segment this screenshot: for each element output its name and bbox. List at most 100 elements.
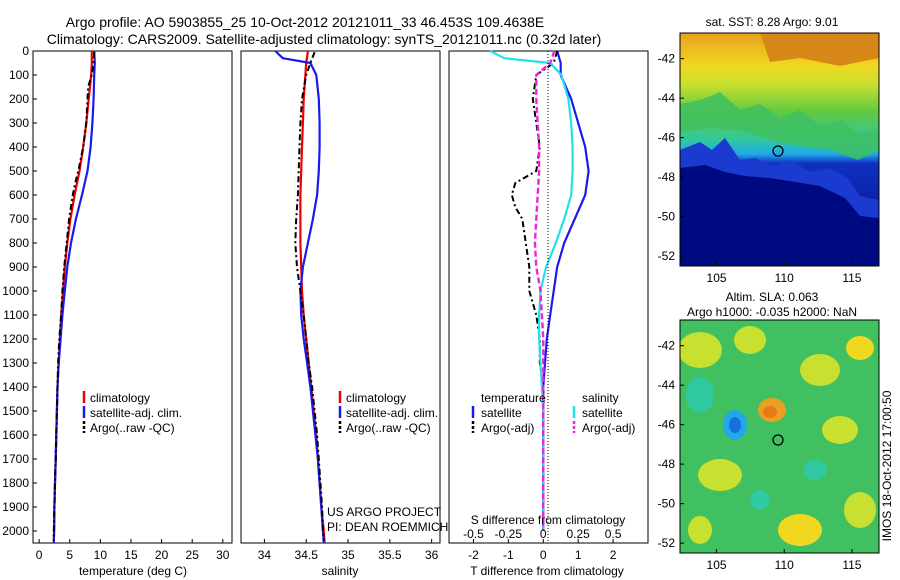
sla-map-title-1: Altim. SLA: 0.063 (726, 290, 819, 304)
x-tick-label: 1 (575, 548, 582, 562)
depth-tick-label: 1000 (2, 284, 29, 298)
top-tick-label: 0.25 (566, 527, 590, 541)
series-line-salinity-argo-adj (533, 50, 556, 531)
lon-tick-label: 110 (775, 558, 794, 572)
legend-climatology: climatology (346, 391, 406, 405)
lon-tick-label: 105 (707, 271, 727, 285)
legend-temperature-heading: temperature (481, 391, 546, 405)
lat-tick-label: -52 (658, 249, 676, 263)
temperature-panel-frame (32, 50, 233, 544)
depth-tick-label: 100 (9, 68, 29, 82)
series-line-argo-raw-qc (52, 52, 96, 541)
lon-tick-label: 115 (842, 271, 861, 285)
x-tick-label: 36 (425, 548, 439, 562)
depth-tick-label: 300 (9, 116, 29, 130)
salinity-legend: climatology satellite-adj. clim. Argo(..… (338, 391, 438, 435)
series-line-satellite-adj-clim (274, 50, 325, 544)
depth-tick-label: 200 (9, 92, 29, 106)
argo-location-marker (772, 145, 784, 157)
depth-axis: 0 100 200 300 400 500 600 700 800 900 1000 1100 1200… (2, 44, 37, 538)
depth-tick-label: 1400 (2, 380, 29, 394)
x-tick-label: 30 (216, 548, 230, 562)
legend-satellite-clim: satellite-adj. clim. (346, 406, 438, 420)
lat-tick-label: -42 (658, 339, 676, 353)
x-tick-label: 0 (36, 548, 43, 562)
x-tick-label: 34.5 (295, 548, 319, 562)
lon-tick-label: 110 (775, 271, 794, 285)
sst-map (680, 33, 879, 266)
figure-title-line-1: Argo profile: AO 5903855_25 10-Oct-2012 … (66, 14, 544, 30)
depth-tick-label: 2000 (2, 524, 29, 538)
x-tick-label: -1 (503, 548, 514, 562)
difference-plot: -2 -1 0 1 2 -0.5 -0.25 0 0.25 0.5 (463, 50, 622, 562)
salinity-xlabel: salinity (322, 564, 359, 578)
lat-tick-label: -44 (658, 91, 676, 105)
legend-sal-argo: Argo(-adj) (582, 421, 635, 435)
lat-tick-label: -50 (658, 497, 676, 511)
difference-xlabel: T difference from climatology (470, 564, 624, 578)
lat-tick-label: -50 (658, 210, 676, 224)
temperature-legend: climatology satellite-adj. clim. Argo(..… (82, 391, 182, 435)
depth-tick-label: 800 (9, 236, 29, 250)
depth-tick-label: 500 (9, 164, 29, 178)
legend-sal-satellite: satellite (582, 406, 623, 420)
legend-argo-raw: Argo(..raw -QC) (90, 421, 175, 435)
pi-credit: PI: DEAN ROEMMICH (327, 520, 448, 534)
top-tick-label: 0.5 (605, 527, 622, 541)
x-tick-label: 15 (124, 548, 138, 562)
depth-tick-label: 700 (9, 212, 29, 226)
x-tick-label: 35 (341, 548, 355, 562)
series-line-argo-raw-qc (294, 51, 325, 541)
x-tick-label: 25 (186, 548, 200, 562)
difference-xlabel-top: S difference from climatology (471, 513, 626, 527)
depth-tick-label: 1300 (2, 356, 29, 370)
sla-map-frame (679, 319, 880, 554)
lat-tick-label: -44 (658, 378, 676, 392)
depth-tick-label: 600 (9, 188, 29, 202)
depth-tick-label: 1600 (2, 428, 29, 442)
x-tick-label: 35.5 (378, 548, 402, 562)
depth-tick-label: 400 (9, 140, 29, 154)
lat-tick-label: -48 (658, 170, 676, 184)
top-tick-label: -0.25 (495, 527, 523, 541)
legend-temp-argo: Argo(-adj) (481, 421, 534, 435)
sst-map-title: sat. SST: 8.28 Argo: 9.01 (706, 15, 839, 29)
lat-tick-label: -52 (658, 536, 676, 550)
project-credit: US ARGO PROJECT (327, 505, 442, 519)
lat-tick-label: -48 (658, 457, 676, 471)
legend-climatology: climatology (90, 391, 150, 405)
sla-map-axes: -42 -44 -46 -48 -50 -52 105 110 115 (658, 339, 862, 572)
top-tick-label: 0 (540, 527, 547, 541)
depth-tick-label: 1100 (3, 308, 29, 322)
depth-tick-label: 0 (22, 44, 29, 58)
temperature-plot: 0 5 10 15 20 25 30 (36, 50, 230, 562)
depth-tick-label: 1700 (2, 452, 29, 466)
top-tick-label: -0.5 (463, 527, 484, 541)
difference-legend: temperature satellite Argo(-adj) salinit… (471, 391, 635, 435)
lat-tick-label: -46 (658, 131, 676, 145)
x-tick-label: 20 (155, 548, 169, 562)
x-tick-label: 2 (610, 548, 617, 562)
x-tick-label: 5 (66, 548, 73, 562)
lon-tick-label: 115 (842, 558, 861, 572)
legend-argo-raw: Argo(..raw -QC) (346, 421, 431, 435)
temperature-xlabel: temperature (deg C) (79, 564, 187, 578)
depth-tick-label: 1500 (2, 404, 29, 418)
depth-tick-label: 900 (9, 260, 29, 274)
x-tick-label: 10 (94, 548, 108, 562)
sst-map-axes: -42 -44 -46 -48 -50 -52 105 110 115 (658, 52, 862, 285)
salinity-plot: 34 34.5 35 35.5 36 (258, 50, 439, 562)
figure-title-line-2: Climatology: CARS2009. Satellite-adjuste… (47, 31, 602, 47)
lon-tick-label: 105 (707, 558, 727, 572)
lat-tick-label: -46 (658, 418, 676, 432)
series-line-satellite-adj-clim (52, 50, 96, 544)
sla-map (680, 320, 879, 553)
x-tick-label: 0 (540, 548, 547, 562)
argo-location-marker (772, 434, 784, 446)
legend-satellite-clim: satellite-adj. clim. (90, 406, 182, 420)
legend-temp-satellite: satellite (481, 406, 522, 420)
imos-timestamp: IMOS 18-Oct-2012 17:00:50 (880, 390, 894, 541)
depth-tick-label: 1800 (2, 476, 29, 490)
sst-map-frame (679, 32, 880, 267)
